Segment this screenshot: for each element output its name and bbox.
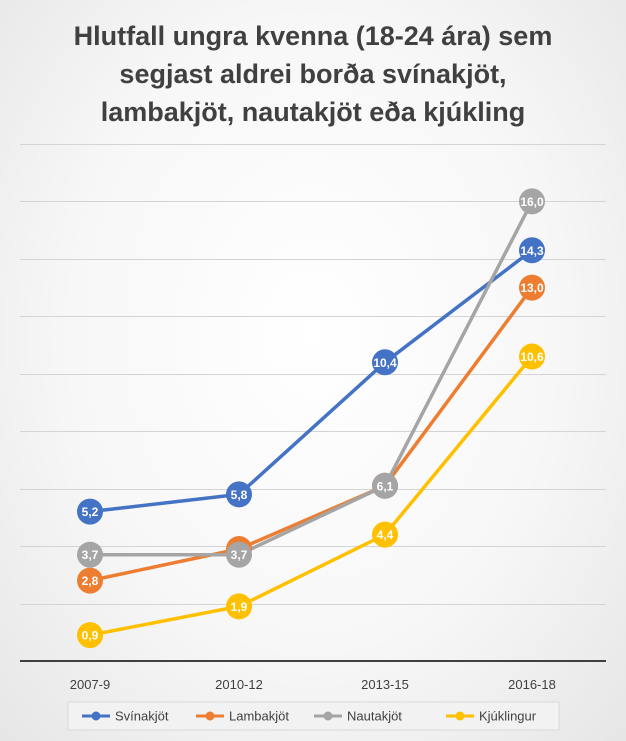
data-label: 4,4	[377, 528, 394, 542]
data-point	[226, 593, 252, 620]
data-label: 6,1	[377, 479, 394, 493]
chart-title: Hlutfall ungra kvenna (18-24 ára) sem se…	[74, 21, 553, 127]
legend-marker	[455, 711, 465, 721]
legend-entry: Nautakjöt	[314, 709, 402, 724]
legend-marker	[205, 711, 215, 721]
data-label: 1,9	[231, 600, 248, 614]
legend-label: Lambakjöt	[229, 709, 289, 724]
legend-entry: Lambakjöt	[196, 709, 289, 724]
legend-label: Kjúklingur	[479, 709, 537, 724]
chart-title-line-3: lambakjöt, nautakjöt eða kjúkling	[101, 97, 526, 127]
data-point	[372, 472, 398, 499]
series-line-Nautakjöt	[88, 199, 534, 557]
data-point	[77, 541, 103, 568]
data-point	[519, 237, 545, 264]
data-label: 14,3	[520, 244, 544, 258]
data-point	[77, 498, 103, 525]
gridlines	[20, 144, 606, 605]
data-label: 3,7	[231, 548, 248, 562]
data-label: 10,6	[520, 350, 544, 364]
series-line-Svínakjöt	[88, 248, 534, 514]
data-point	[372, 521, 398, 548]
x-tick-label: 2016-18	[508, 677, 556, 692]
legend-entry: Kjúklingur	[446, 709, 537, 724]
data-point	[372, 349, 398, 376]
data-label: 0,9	[82, 629, 99, 643]
legend-label: Nautakjöt	[347, 709, 402, 724]
series-line-Lambakjöt	[88, 285, 534, 583]
data-point	[226, 481, 252, 508]
data-label: 16,0	[520, 195, 544, 209]
data-point	[77, 622, 103, 649]
data-point	[519, 343, 545, 370]
legend-label: Svínakjöt	[115, 709, 169, 724]
legend: Svínakjöt Lambakjöt Nautakjöt Kjúklingur	[67, 701, 560, 731]
data-label: 3,7	[82, 548, 99, 562]
legend-marker	[323, 711, 333, 721]
data-label: 10,4	[373, 356, 397, 370]
legend-box	[67, 701, 560, 731]
x-axis: 2007-9 2010-12 2013-15 2016-18	[20, 660, 606, 692]
data-point	[519, 188, 545, 215]
x-tick-label: 2007-9	[70, 677, 110, 692]
data-label: 13,0	[520, 281, 544, 295]
data-point	[519, 274, 545, 301]
data-label: 2,8	[82, 574, 99, 588]
data-point	[226, 541, 252, 568]
series-line-Kjúklingur	[88, 354, 534, 637]
x-tick-label: 2010-12	[215, 677, 263, 692]
chart-title-line-1: Hlutfall ungra kvenna (18-24 ára) sem	[74, 21, 553, 51]
data-point	[77, 567, 103, 594]
data-label: 5,8	[231, 488, 248, 502]
data-label: 5,2	[82, 505, 99, 519]
series-lines: 5,25,810,414,32,83,96,113,03,73,76,116,0…	[77, 188, 545, 649]
chart-title-line-2: segjast aldrei borða svínakjöt,	[119, 59, 506, 89]
legend-marker	[91, 711, 101, 721]
x-tick-label: 2013-15	[361, 677, 409, 692]
legend-entry: Svínakjöt	[82, 709, 169, 724]
